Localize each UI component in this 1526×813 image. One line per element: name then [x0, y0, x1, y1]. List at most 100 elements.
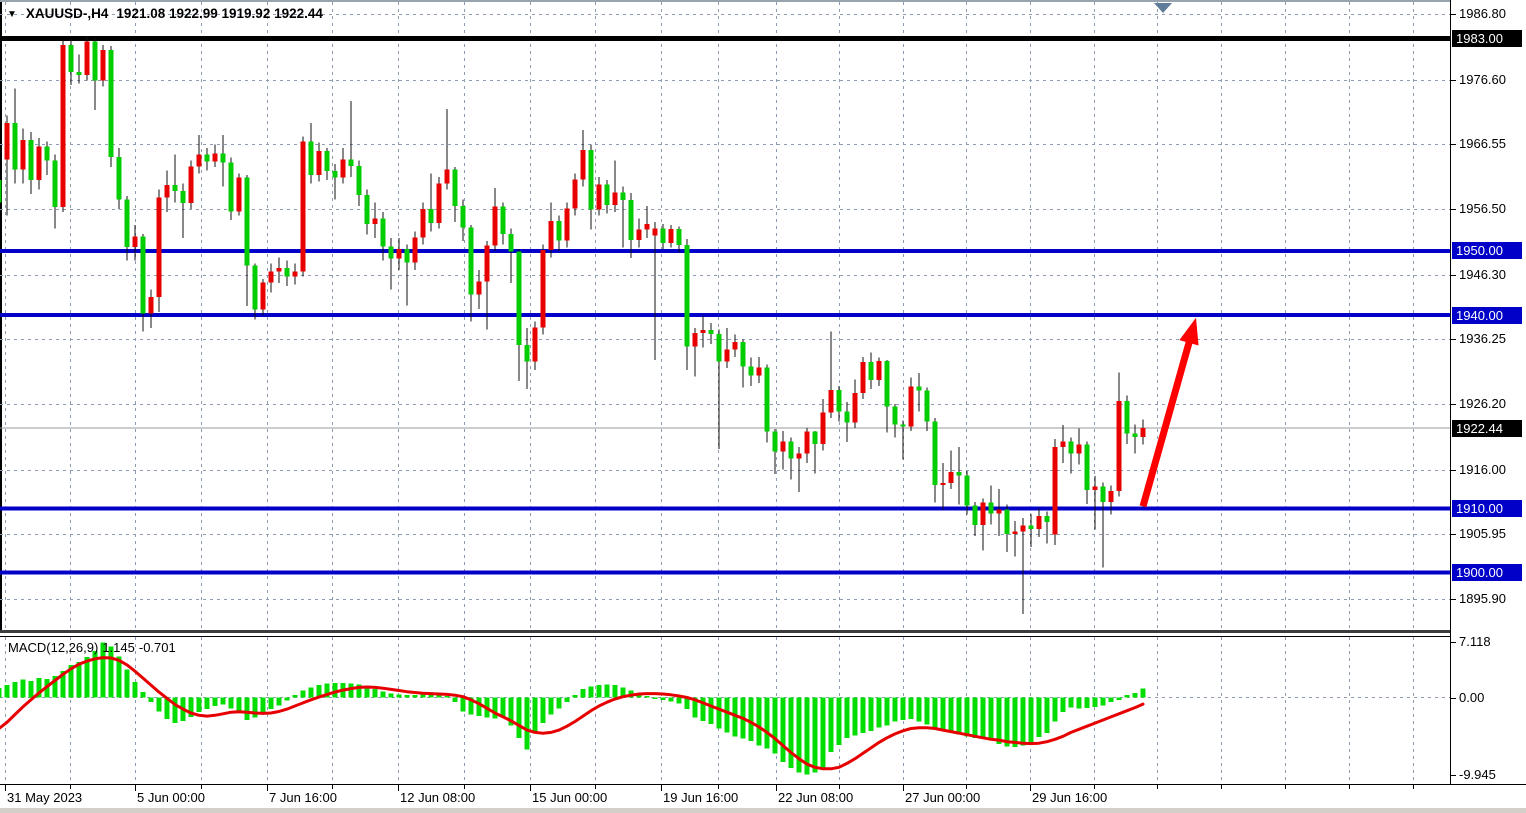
time-major-tick-mark [903, 785, 904, 791]
macd-histogram-bar [1036, 697, 1042, 738]
candle-bearish [68, 44, 74, 72]
macd-histogram-bar [1116, 697, 1122, 700]
candle-bullish [292, 271, 298, 277]
price-chart-canvas[interactable] [0, 2, 1450, 630]
macd-histogram-bar [140, 692, 146, 698]
macd-histogram-bar [620, 687, 626, 698]
candle-bearish [452, 169, 458, 206]
macd-histogram-bar [612, 685, 618, 698]
status-bar [0, 807, 1526, 813]
candle-bullish [4, 122, 10, 160]
trend-arrow-line[interactable] [1139, 336, 1194, 508]
macd-histogram-bar [940, 697, 946, 731]
time-major-tick-mark [661, 785, 662, 791]
candle-bullish [372, 218, 378, 224]
candle-bearish [1084, 444, 1090, 491]
price-tick-label: 1966.55 [1459, 136, 1506, 152]
price-tick-mark [1450, 404, 1456, 405]
macd-histogram-bar [228, 697, 234, 709]
price-tick-label: 1956.50 [1459, 201, 1506, 216]
candle-bearish [788, 441, 794, 459]
chart-title: ▼ XAUUSD-,H4 1921.08 1922.99 1919.92 1922.… [7, 6, 323, 21]
macd-histogram-bar [1140, 688, 1146, 698]
price-tick-mark [1450, 469, 1456, 471]
chart-shift-marker-icon[interactable] [1154, 3, 1172, 13]
candle-bullish [860, 362, 866, 394]
macd-histogram-bar [364, 686, 370, 698]
time-tick-mark [1349, 785, 1350, 789]
panel-splitter[interactable] [0, 630, 1450, 637]
candle-bullish [212, 153, 218, 162]
time-major-tick-mark [135, 785, 136, 791]
candle-bullish [260, 282, 266, 310]
candle-bearish [884, 360, 890, 407]
time-axis-label: 31 May 2023 [7, 790, 83, 805]
candle-bearish [764, 367, 770, 432]
macd-histogram-bar [1092, 697, 1098, 707]
time-axis-label: 5 Jun 00:00 [137, 790, 205, 805]
macd-histogram-bar [260, 697, 266, 714]
candle-bearish [1124, 400, 1130, 434]
candle-bearish [684, 245, 690, 347]
time-tick-mark [595, 785, 596, 789]
candle-bearish [1028, 525, 1034, 529]
macd-histogram-bar [780, 697, 786, 762]
time-tick-mark [464, 785, 465, 789]
price-tick-mark [1450, 79, 1456, 81]
macd-histogram-bar [700, 697, 706, 721]
price-level-badge: 1910.00 [1452, 499, 1522, 517]
macd-histogram-bar [860, 697, 866, 734]
time-axis[interactable]: 31 May 2023 5 Jun 00:00 7 Jun 16:00 12 Jun … [0, 784, 1526, 807]
price-level-badge: 1950.00 [1452, 242, 1522, 260]
macd-histogram-bar [924, 697, 930, 725]
candle-bullish [596, 184, 602, 210]
macd-panel[interactable] [0, 637, 1450, 784]
candle-bullish [548, 221, 554, 251]
time-tick-mark [1157, 785, 1158, 789]
macd-histogram-bar [100, 642, 106, 698]
macd-histogram-bar [908, 697, 914, 720]
candle-bullish [796, 453, 802, 459]
candle-bearish [28, 140, 34, 181]
candle-bullish [268, 271, 274, 283]
macd-tick-mark [1450, 697, 1456, 699]
macd-histogram-bar [524, 697, 530, 750]
macd-histogram-bar [12, 682, 18, 698]
macd-histogram-bar [652, 697, 658, 700]
candle-bearish [324, 151, 330, 172]
macd-tick-label: 7.118 [1459, 634, 1491, 650]
price-tick-label: 1946.30 [1459, 266, 1506, 282]
macd-tick-label: -9.945 [1459, 766, 1496, 782]
candle-bullish [132, 236, 138, 247]
candle-bearish [380, 218, 386, 247]
price-tick-label: 1986.80 [1459, 6, 1506, 21]
symbol-dropdown-icon[interactable]: ▼ [7, 9, 17, 20]
candle-bearish [988, 502, 994, 514]
candle-bullish [940, 483, 946, 486]
window-top-edge [0, 0, 1526, 2]
price-tick-label: 1895.90 [1459, 591, 1506, 606]
macd-panel-canvas[interactable] [0, 637, 1450, 784]
macd-histogram-bar [412, 694, 418, 698]
macd-histogram-bar [660, 697, 666, 700]
candle-bullish [980, 502, 986, 525]
candle-bullish [148, 297, 154, 314]
candle-bearish [124, 199, 130, 247]
time-axis-label: 22 Jun 08:00 [778, 790, 854, 805]
candle-bearish [812, 431, 818, 444]
candle-bullish [436, 183, 442, 224]
candle-bearish [44, 146, 50, 161]
candle-bearish [1068, 441, 1074, 454]
candle-bearish [284, 268, 290, 277]
candle-bullish [1116, 400, 1122, 491]
trend-arrow-head[interactable] [1179, 317, 1199, 346]
price-chart[interactable] [0, 2, 1450, 630]
candle-bullish [444, 169, 450, 184]
macd-histogram-bar [52, 675, 58, 698]
macd-histogram-bar [964, 697, 970, 737]
macd-histogram-bar [212, 697, 218, 707]
candle-bearish [116, 156, 122, 200]
macd-histogram-bar [956, 697, 962, 735]
price-axis[interactable]: 1986.80 1976.60 1966.55 1956.50 1946.30 1936.… [1450, 0, 1526, 784]
time-tick-mark [1285, 785, 1286, 789]
